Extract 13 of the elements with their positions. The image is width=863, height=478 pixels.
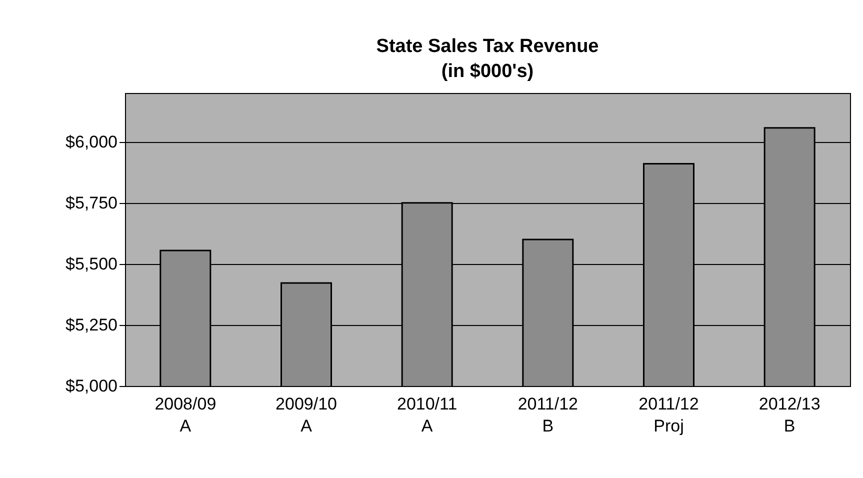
x-tick-label: 2008/09 A: [154, 394, 216, 436]
x-tick-label: 2011/12 B: [518, 394, 578, 436]
y-tick-label: $5,000: [66, 376, 118, 396]
chart-title: State Sales Tax Revenue: [376, 36, 599, 57]
y-tick-label: $5,750: [66, 193, 118, 212]
chart-subtitle: (in $000's): [441, 61, 534, 82]
x-tick-label: 2009/10 A: [276, 394, 337, 436]
x-tick-label: 2012/13 B: [758, 394, 820, 436]
y-tick-label: $5,250: [66, 315, 118, 334]
y-tick-label: $5,500: [66, 254, 118, 274]
y-tick-label: $6,000: [66, 132, 118, 152]
x-tick-label: 2010/11 A: [396, 394, 458, 436]
x-tick-label: 2011/12 Proj: [638, 394, 699, 436]
